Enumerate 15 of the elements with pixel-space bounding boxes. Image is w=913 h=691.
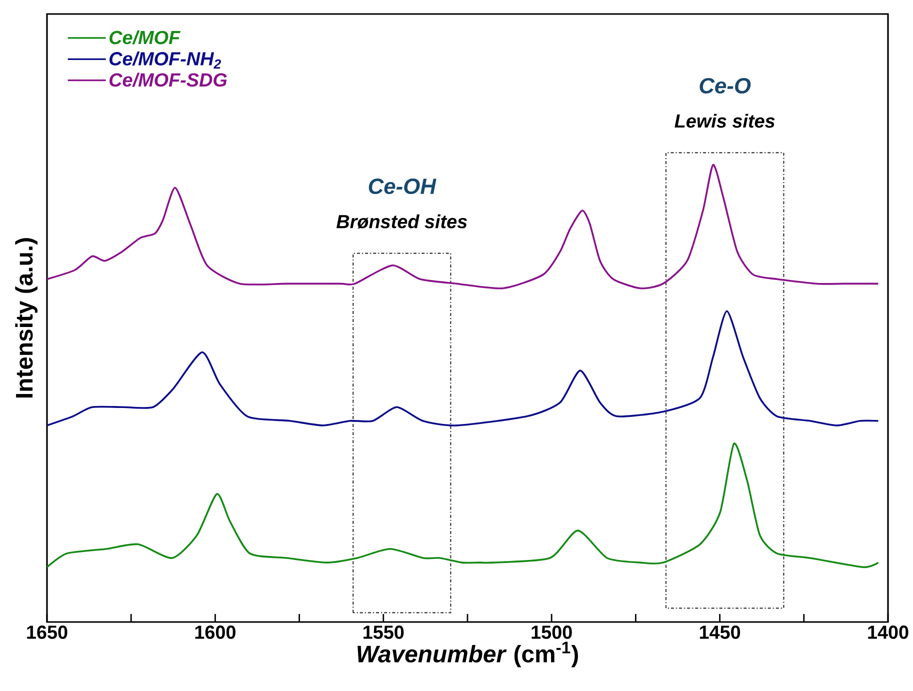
- x-tick-label: 1550: [364, 626, 404, 639]
- legend-label: Ce/MOF-NH$_{2}$: [110, 52, 221, 69]
- x-tick-label: 1500: [532, 626, 572, 639]
- annotation: Brønsted sites: [336, 214, 467, 228]
- y-axis-title: Intensity (a.u.): [15, 238, 38, 398]
- annotation: Ce-OH: [368, 178, 436, 194]
- text: Lewis sites: [674, 114, 775, 128]
- x-axis-title: Wavenumber (cm$^{-1}$): [358, 642, 578, 668]
- x-tick-label: 1650: [27, 626, 68, 639]
- x-tick-label: 1450: [700, 626, 740, 639]
- text: Ce-O: [700, 78, 751, 94]
- x-tick-label: 1600: [195, 626, 236, 639]
- legend-label: Ce/MOF-SDG: [110, 72, 227, 87]
- x-tick-label: 1400: [868, 626, 908, 639]
- legend-label: Ce/MOF: [110, 30, 181, 44]
